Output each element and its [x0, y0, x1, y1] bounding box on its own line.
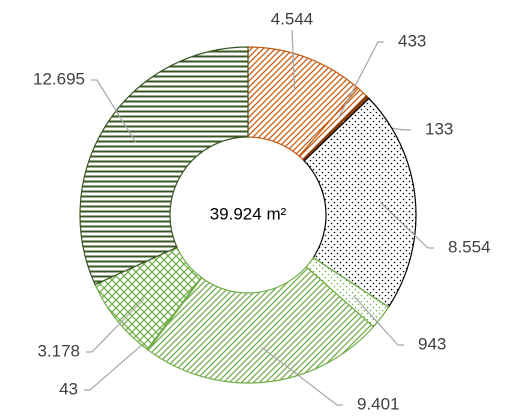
leader-line	[86, 297, 145, 353]
leader-line	[353, 295, 404, 346]
center-label: 39.924 m²	[210, 204, 287, 223]
donut-slice	[147, 266, 375, 384]
leader-line	[91, 79, 137, 144]
data-label: 943	[418, 334, 446, 353]
data-label: 4.544	[271, 9, 314, 28]
donut-slice	[303, 97, 417, 308]
donut-slice	[79, 46, 249, 286]
leader-line	[380, 202, 434, 249]
data-label: 12.695	[33, 69, 85, 88]
leader-line	[338, 41, 384, 118]
data-label: 8.554	[448, 237, 491, 256]
data-label: 3.178	[37, 341, 80, 360]
data-label: 133	[425, 119, 453, 138]
leader-line	[291, 29, 296, 91]
data-label: 9.401	[357, 394, 400, 413]
data-label: 433	[398, 31, 426, 50]
leader-line	[261, 346, 343, 406]
data-label: 43	[59, 379, 78, 398]
